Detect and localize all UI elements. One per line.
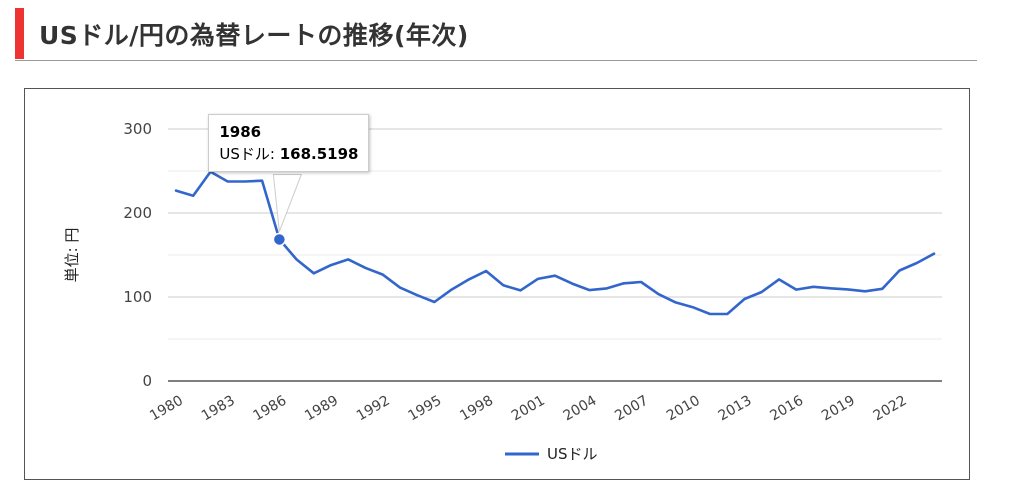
tooltip-year: 1986: [219, 123, 262, 142]
highlighted-data-point[interactable]: [272, 232, 287, 247]
x-tick-label: 2019: [819, 393, 858, 425]
x-tick-label: 1989: [302, 393, 341, 425]
tooltip-series-label: USドル:: [219, 145, 275, 164]
x-tick-label: 1980: [147, 393, 186, 425]
x-tick-label: 1983: [199, 393, 238, 425]
page-header: USドル/円の為替レートの推移(年次): [15, 8, 977, 61]
y-axis-title: 単位: 円: [63, 228, 81, 283]
y-tick-label: 200: [123, 204, 152, 222]
tooltip-value: 168.5198: [279, 145, 359, 164]
x-tick-label: 1992: [354, 393, 393, 425]
y-tick-label: 0: [142, 372, 152, 390]
x-tick-label: 2004: [561, 393, 600, 425]
exchange-rate-chart[interactable]: 0 100 200 300 単位: 円 1980 1983 1986 1989 1992 1995 1…: [25, 89, 969, 479]
x-tick-label: 2022: [871, 393, 910, 425]
series-line[interactable]: [174, 170, 936, 316]
x-tick-label: 2010: [664, 393, 703, 425]
tooltip-pointer: [272, 173, 303, 232]
x-tick-label: 2016: [767, 393, 806, 425]
y-tick-label: 300: [123, 120, 152, 138]
x-tick-label: 2001: [509, 393, 548, 425]
x-tick-label: 2013: [716, 393, 755, 425]
x-tick-label: 2007: [612, 393, 651, 425]
page-title: USドル/円の為替レートの推移(年次): [39, 21, 469, 50]
header-accent-bar: [15, 8, 24, 59]
y-tick-label: 100: [123, 288, 152, 306]
legend-label[interactable]: USドル: [547, 445, 598, 463]
chart-container[interactable]: 0 100 200 300 単位: 円 1980 1983 1986 1989 1992 1995 1…: [24, 88, 970, 480]
x-tick-label: 1995: [406, 393, 445, 425]
chart-tooltip: 1986 USドル: 168.5198: [208, 114, 370, 173]
x-tick-label: 1998: [457, 393, 496, 425]
x-tick-label: 1986: [250, 393, 289, 425]
